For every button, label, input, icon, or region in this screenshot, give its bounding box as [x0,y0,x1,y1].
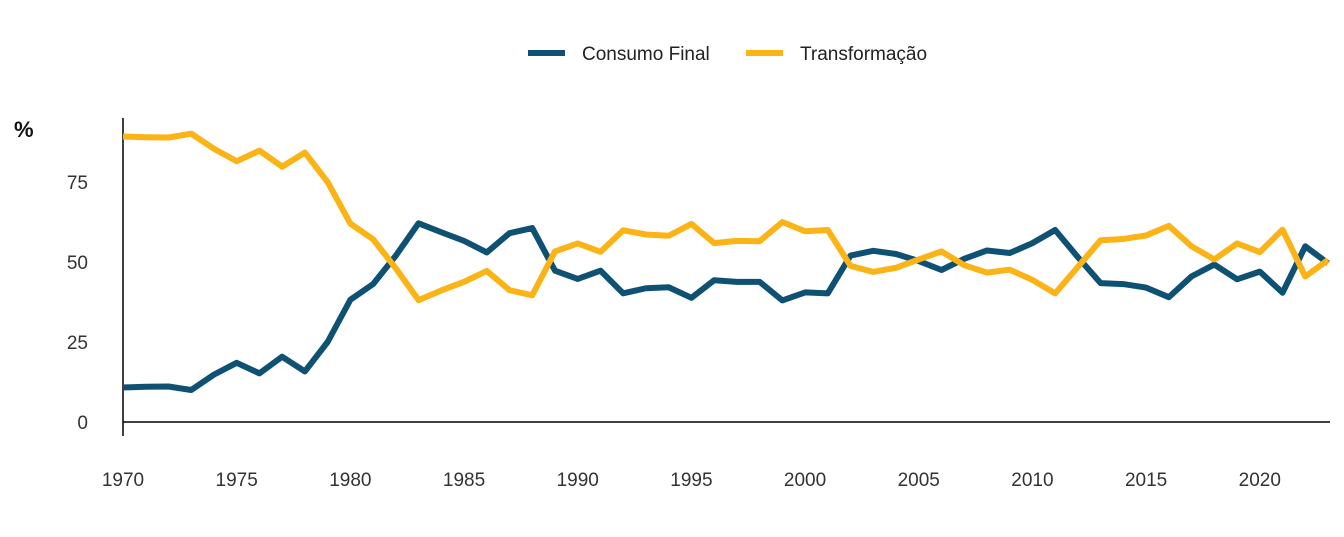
series-lines [122,130,1330,393]
y-axis-ticks: 0 25 50 75 [67,173,88,434]
x-tick-label: 1985 [443,470,485,491]
x-tick-label: 2020 [1239,470,1281,491]
x-tick-label: 1980 [329,470,371,491]
x-axis-ticks: 1970 1975 1980 1985 1990 1995 2000 2005 2010 2015… [102,470,1281,491]
legend: Consumo Final Transformação [528,44,927,65]
y-tick-label: 75 [67,173,88,194]
legend-label-transformacao: Transformação [800,44,927,65]
y-tick-label: 25 [67,333,88,354]
x-tick-label: 2015 [1125,470,1167,491]
series-line-transformacao [122,130,1330,304]
x-tick-label: 1975 [216,470,258,491]
x-tick-label: 2005 [898,470,940,491]
legend-label-consumo-final: Consumo Final [582,44,710,65]
x-tick-label: 2010 [1011,470,1053,491]
y-axis-unit-label: % [14,117,34,142]
x-tick-label: 1995 [670,470,712,491]
x-tick-label: 2000 [784,470,826,491]
x-tick-label: 1970 [102,470,144,491]
x-tick-label: 1990 [557,470,599,491]
y-tick-label: 0 [77,413,88,434]
y-tick-label: 50 [67,253,88,274]
series-line-consumo-final [122,220,1330,393]
